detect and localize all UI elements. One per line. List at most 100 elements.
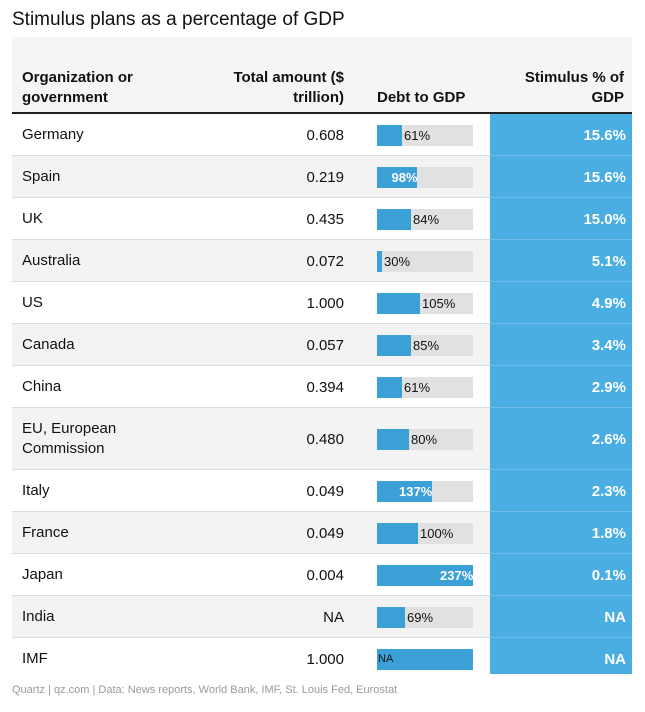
debt-bar-fill: [377, 481, 432, 502]
row-total-amount: 0.219: [306, 168, 344, 186]
table-row: IMF 1.000 NA NA: [12, 638, 632, 680]
row-total-amount: NA: [323, 608, 344, 626]
row-organization: Canada: [22, 336, 75, 353]
row-stimulus-value: 2.9%: [591, 378, 626, 396]
debt-bar-label: 85%: [413, 338, 440, 353]
stimulus-row-divider: [490, 553, 632, 554]
debt-bar-track: 100%: [377, 523, 473, 544]
row-total-amount: 0.057: [306, 336, 344, 354]
row-organization-line: Commission: [22, 440, 105, 457]
row-divider: [12, 553, 490, 554]
row-organization: France: [22, 524, 69, 541]
row-stimulus-value: 15.6%: [583, 126, 626, 144]
header-organization: Organization or government: [22, 60, 192, 108]
row-divider: [12, 323, 490, 324]
debt-bar-fill: [377, 523, 418, 544]
debt-bar-fill: [377, 125, 402, 146]
table-row: Canada 0.057 85% 3.4%: [12, 324, 632, 366]
stimulus-row-divider: [490, 197, 632, 198]
debt-bar-label: NA: [378, 653, 394, 665]
chart-title: Stimulus plans as a percentage of GDP: [12, 9, 345, 30]
row-organization: Australia: [22, 252, 81, 269]
header-amount-line1: Total amount ($: [233, 69, 344, 86]
row-total-amount: 0.435: [306, 210, 344, 228]
table-row: Spain 0.219 98% 15.6%: [12, 156, 632, 198]
stimulus-row-divider: [490, 637, 632, 638]
header-rule: [12, 112, 632, 114]
debt-bar-track: NA: [377, 649, 473, 670]
row-stimulus-value: 3.4%: [591, 336, 626, 354]
table-row: Germany 0.608 61% 15.6%: [12, 114, 632, 156]
stimulus-row-divider: [490, 595, 632, 596]
row-divider: [12, 469, 490, 470]
debt-bar-fill: [377, 293, 420, 314]
debt-bar-fill: [377, 251, 382, 272]
row-stimulus-value: 1.8%: [591, 524, 626, 542]
table-row: France 0.049 100% 1.8%: [12, 512, 632, 554]
row-total-amount: 0.072: [306, 252, 344, 270]
stimulus-row-divider: [490, 323, 632, 324]
row-divider: [12, 239, 490, 240]
header-total-amount: Total amount ($ trillion): [200, 60, 344, 108]
debt-bar-label: 105%: [422, 296, 456, 311]
row-stimulus-value: 0.1%: [591, 566, 626, 584]
table-row: India NA 69% NA: [12, 596, 632, 638]
debt-bar-label: 69%: [407, 610, 434, 625]
stimulus-row-divider: [490, 365, 632, 366]
debt-bar-fill: [377, 209, 411, 230]
row-stimulus-value: NA: [604, 608, 626, 626]
header-stimulus-line2: GDP: [591, 89, 624, 106]
header-organization-line2: government: [22, 89, 108, 106]
table-row: Australia 0.072 30% 5.1%: [12, 240, 632, 282]
debt-bar-track: 85%: [377, 335, 473, 356]
stimulus-row-divider: [490, 469, 632, 470]
debt-bar-track: 237%: [377, 565, 473, 586]
table-row: Japan 0.004 237% 0.1%: [12, 554, 632, 596]
header-stimulus-line1: Stimulus % of: [524, 69, 624, 86]
debt-bar-track: 61%: [377, 377, 473, 398]
debt-bar-track: 61%: [377, 125, 473, 146]
row-organization: China: [22, 378, 62, 395]
row-divider: [12, 155, 490, 156]
row-total-amount: 0.004: [306, 566, 344, 584]
row-organization: Spain: [22, 168, 61, 185]
source-note: Quartz | qz.com | Data: News reports, Wo…: [12, 684, 398, 696]
stimulus-column-background: [489, 114, 632, 674]
debt-bar-track: 30%: [377, 251, 473, 272]
row-organization: Italy: [22, 482, 50, 499]
debt-bar-label: 137%: [399, 484, 433, 499]
row-stimulus-value: 4.9%: [591, 294, 626, 312]
header-debt-label: Debt to GDP: [377, 89, 466, 106]
stimulus-row-divider: [490, 281, 632, 282]
debt-bar-track: 84%: [377, 209, 473, 230]
stimulus-row-divider: [490, 511, 632, 512]
row-stimulus-value: 2.3%: [591, 482, 626, 500]
debt-bar-label: 61%: [404, 128, 431, 143]
debt-bar-fill: [377, 649, 473, 670]
debt-bar-track: 69%: [377, 607, 473, 628]
debt-bar-label: 237%: [440, 568, 474, 583]
debt-bar-label: 30%: [384, 254, 411, 269]
table-row: China 0.394 61% 2.9%: [12, 366, 632, 408]
row-divider: [12, 637, 490, 638]
stimulus-row-divider: [490, 239, 632, 240]
row-stimulus-value: 15.0%: [583, 210, 626, 228]
row-divider: [12, 407, 490, 408]
debt-bar-label: 100%: [420, 526, 454, 541]
stimulus-row-divider: [490, 407, 632, 408]
debt-bar-label: 61%: [404, 380, 431, 395]
debt-bar-fill: [377, 335, 411, 356]
row-divider: [12, 595, 490, 596]
row-total-amount: 0.049: [306, 524, 344, 542]
debt-bar-label: 84%: [413, 212, 440, 227]
row-total-amount: 1.000: [306, 294, 344, 312]
table-row: EU, European Commission 0.480 80% 2.6%: [12, 408, 632, 470]
table-row: Italy 0.049 137% 2.3%: [12, 470, 632, 512]
row-divider: [12, 365, 490, 366]
debt-bar-track: 137%: [377, 481, 473, 502]
row-stimulus-value: 2.6%: [591, 430, 626, 448]
debt-bar-fill: [377, 167, 417, 188]
row-organization: IMF: [22, 650, 48, 667]
row-stimulus-value: 15.6%: [583, 168, 626, 186]
header-debt-to-gdp: Debt to GDP: [377, 60, 487, 108]
